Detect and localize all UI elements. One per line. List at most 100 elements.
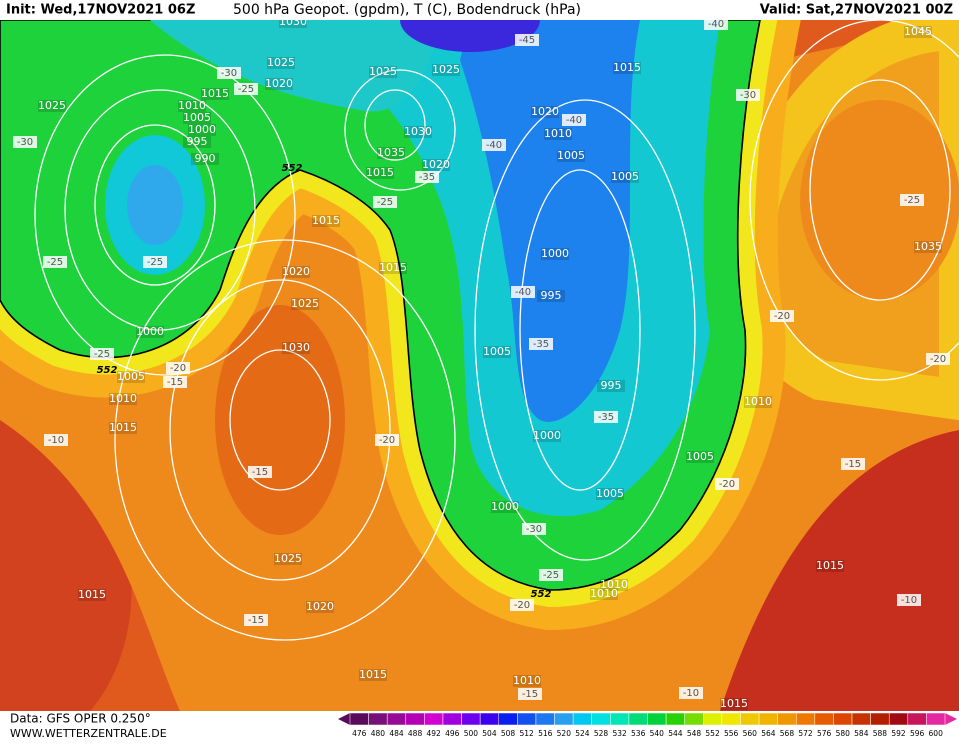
colorbar-label: 600 [929, 729, 944, 738]
colorbar-label: 548 [687, 729, 702, 738]
pressure-label: 1035 [377, 146, 405, 159]
temp-label: -40 [708, 19, 724, 30]
temp-label: -25 [47, 257, 63, 268]
colorbar-label: 484 [389, 729, 404, 738]
colorbar-label: 516 [538, 729, 553, 738]
colorbar-label: 560 [743, 729, 758, 738]
colorbar-label: 508 [501, 729, 516, 738]
colorbar-swatch [648, 713, 667, 725]
temp-label: -25 [94, 349, 110, 360]
temp-label: -30 [221, 68, 237, 79]
colorbar-label: 540 [650, 729, 665, 738]
pressure-label: 1005 [117, 370, 145, 383]
colorbar-label: 556 [724, 729, 739, 738]
pressure-label: 995 [187, 135, 208, 148]
colorbar-swatch [685, 713, 704, 725]
colorbar-label: 592 [891, 729, 906, 738]
colorbar-swatch [406, 713, 425, 725]
colorbar-swatch [722, 713, 741, 725]
pressure-label: 1010 [109, 392, 137, 405]
data-source: Data: GFS OPER 0.250° [10, 712, 151, 726]
colorbar-label: 532 [612, 729, 627, 738]
pressure-label: 1015 [613, 61, 641, 74]
pressure-label: 1015 [816, 559, 844, 572]
colorbar-swatch [480, 713, 499, 725]
pressure-label: 995 [541, 289, 562, 302]
temp-label: -25 [147, 257, 163, 268]
colorbar-label: 588 [873, 729, 888, 738]
map-area: 1030 1025 -30 1020 -25 1015 1010 1005 1000 995 990… [0, 0, 959, 711]
map-title: 500 hPa Geopot. (gpdm), T (C), Bodendruc… [233, 2, 581, 18]
pressure-label: 1035 [914, 240, 942, 253]
colorbar-swatch [759, 713, 778, 725]
temp-label: -15 [522, 689, 538, 700]
pressure-label: 1000 [541, 247, 569, 260]
temp-label: -10 [683, 688, 699, 699]
colorbar-label: 568 [780, 729, 795, 738]
pressure-label: 1010 [590, 587, 618, 600]
temp-label: -20 [514, 600, 530, 611]
colorbar-swatch [926, 713, 945, 725]
temp-label: -10 [48, 435, 64, 446]
pressure-label: 990 [195, 152, 216, 165]
pressure-label: 1020 [265, 77, 293, 90]
colorbar-swatch [387, 713, 406, 725]
colorbar-swatch [889, 713, 908, 725]
temp-label: -40 [566, 115, 582, 126]
temp-label: -30 [740, 90, 756, 101]
temp-label: -20 [930, 354, 946, 365]
colorbar-label: 580 [836, 729, 851, 738]
colorbar-swatch [517, 713, 536, 725]
colorbar-swatch [908, 713, 927, 725]
colorbar-swatch [871, 713, 890, 725]
pressure-label: 1005 [611, 170, 639, 183]
temp-label: -45 [519, 35, 535, 46]
temp-label: -30 [526, 524, 542, 535]
temp-label: -20 [774, 311, 790, 322]
colorbar-swatch [740, 713, 759, 725]
colorbar-label: 564 [761, 729, 776, 738]
temp-label: -35 [533, 339, 549, 350]
pressure-label: 1010 [544, 127, 572, 140]
site: WWW.WETTERZENTRALE.DE [10, 727, 167, 740]
temp-label: -15 [845, 459, 861, 470]
colorbar-label: 536 [631, 729, 646, 738]
temp-label: -30 [17, 137, 33, 148]
colorbar-swatch [536, 713, 555, 725]
temp-label: -15 [167, 377, 183, 388]
colorbar-label: 512 [519, 729, 534, 738]
pressure-label: 1000 [491, 500, 519, 513]
pressure-label: 1005 [557, 149, 585, 162]
colorbar-label: 596 [910, 729, 925, 738]
height-label: 552 [282, 163, 303, 174]
height-label: 552 [531, 589, 552, 600]
colorbar-label: 496 [445, 729, 460, 738]
colorbar-swatch [610, 713, 629, 725]
colorbar-swatch [369, 713, 388, 725]
pressure-label: 1015 [366, 166, 394, 179]
temp-label: -25 [543, 570, 559, 581]
colorbar-swatch [778, 713, 797, 725]
colorbar-swatch [592, 713, 611, 725]
pressure-label: 1025 [291, 297, 319, 310]
pressure-label: 1000 [533, 429, 561, 442]
pressure-label: 1000 [136, 325, 164, 338]
pressure-label: 1015 [720, 697, 748, 710]
pressure-label: 1030 [282, 341, 310, 354]
temp-label: -15 [248, 615, 264, 626]
colorbar-swatch [462, 713, 481, 725]
colorbar-swatch [666, 713, 685, 725]
colorbar-swatch [629, 713, 648, 725]
colorbar-swatch [499, 713, 518, 725]
temp-label: -40 [515, 287, 531, 298]
colorbar-swatch [573, 713, 592, 725]
colorbar-label: 520 [557, 729, 572, 738]
colorbar-label: 584 [854, 729, 869, 738]
pressure-label: 1045 [904, 25, 932, 38]
temp-label: -40 [486, 140, 502, 151]
temp-label: -25 [377, 197, 393, 208]
temp-label: -20 [719, 479, 735, 490]
colorbar-label: 528 [594, 729, 609, 738]
